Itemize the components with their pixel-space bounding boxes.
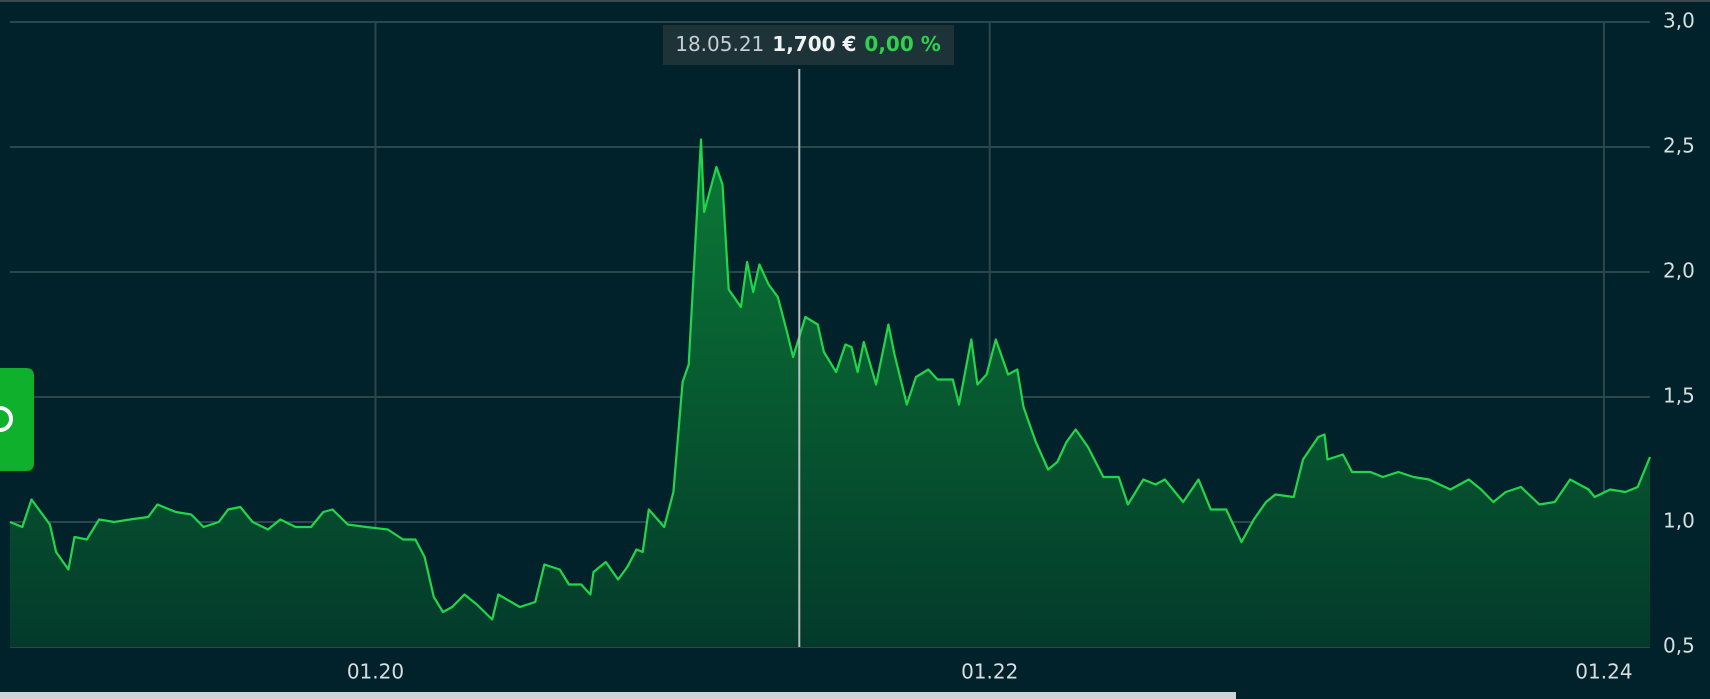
y-tick-label: 3,0 [1663,9,1695,33]
tooltip-date: 18.05.21 [675,32,764,56]
tooltip-price: 1,700 € [772,32,856,56]
tooltip-box [663,25,954,65]
price-line [9,138,1652,621]
x-tick-label: 01.20 [347,660,404,684]
tooltip-change: 0,00 % [864,32,940,56]
x-tick-label: 01.24 [1575,660,1632,684]
area-fill [10,139,1650,647]
tooltip-text: 18.05.21 1,700 € 0,00 % [675,32,941,56]
side-button-icon [0,406,13,432]
y-tick-label: 1,0 [1663,509,1695,533]
y-tick-label: 2,5 [1663,134,1695,158]
y-tick-label: 1,5 [1663,384,1695,408]
side-button-bg[interactable] [0,368,34,471]
y-tick-label: 0,5 [1663,634,1695,658]
x-tick-label: 01.22 [961,660,1018,684]
plot [9,138,1652,647]
y-tick-label: 2,0 [1663,259,1695,283]
bottom-bar [0,692,1236,699]
top-border [0,0,1710,2]
side-button[interactable] [0,368,34,471]
cursor: 18.05.21 1,700 € 0,00 % [663,25,954,647]
